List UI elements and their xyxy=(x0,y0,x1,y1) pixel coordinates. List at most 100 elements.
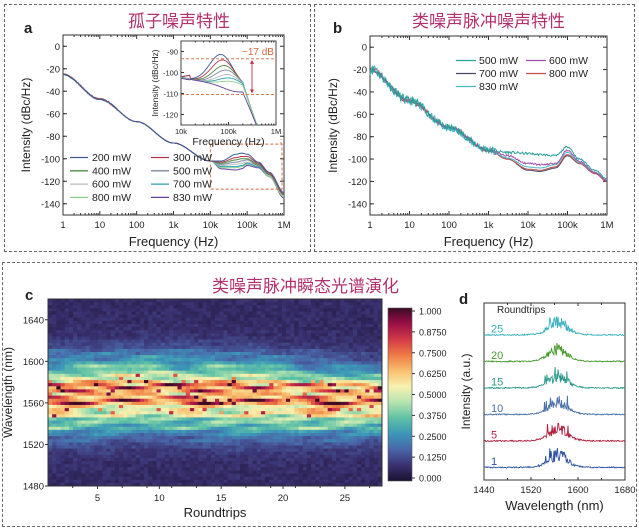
heatmap-cell xyxy=(135,367,141,372)
heatmap-cell xyxy=(356,305,362,309)
heatmap-cell xyxy=(373,339,379,344)
heatmap-cell xyxy=(356,386,362,390)
inset-y-tick-label: -120 xyxy=(163,111,178,120)
heatmap-cell xyxy=(344,308,350,312)
heatmap-cell xyxy=(352,423,358,428)
heatmap-cell xyxy=(352,426,358,431)
heatmap-cell xyxy=(144,320,149,325)
heatmap-cell xyxy=(240,342,245,347)
heatmap-cell xyxy=(248,370,254,375)
heatmap-cell xyxy=(169,351,174,356)
heatmap-cell xyxy=(290,320,295,325)
heatmap-cell xyxy=(223,454,229,459)
heatmap-cell xyxy=(169,470,174,475)
heatmap-cell xyxy=(348,408,354,412)
heatmap-cell xyxy=(265,327,270,331)
heatmap-cell xyxy=(356,470,362,475)
heatmap-cell xyxy=(210,473,216,478)
heatmap-cell xyxy=(373,376,379,381)
heatmap-cell xyxy=(298,414,304,418)
heatmap-cell xyxy=(244,364,249,369)
heatmap-cell xyxy=(365,336,370,341)
heatmap-cell xyxy=(227,333,233,337)
heatmap-cell xyxy=(373,317,379,322)
heatmap-cell xyxy=(81,392,87,397)
heatmap-cell xyxy=(60,398,66,403)
heatmap-cell xyxy=(123,420,128,425)
heatmap-cell xyxy=(244,445,249,450)
heatmap-cell xyxy=(198,398,203,403)
heatmap-cell xyxy=(210,361,216,365)
heatmap-cell xyxy=(185,376,191,381)
heatmap-cell xyxy=(73,411,78,415)
heatmap-cell xyxy=(323,411,329,415)
heatmap-cell xyxy=(52,464,57,468)
heatmap-cell xyxy=(269,442,274,446)
heatmap-cell xyxy=(106,373,112,378)
heatmap-cell xyxy=(223,333,229,337)
heatmap-cell xyxy=(194,386,199,390)
heatmap-cell xyxy=(68,376,74,381)
heatmap-cell xyxy=(219,445,224,450)
heatmap-cell xyxy=(285,445,291,450)
heatmap-cell xyxy=(210,355,216,359)
heatmap-cell xyxy=(356,439,362,443)
heatmap-cell xyxy=(135,355,141,359)
heatmap-cell xyxy=(169,336,174,341)
heatmap-cell xyxy=(219,429,224,434)
heatmap-cell xyxy=(68,439,74,443)
heatmap-cell xyxy=(311,433,316,437)
heatmap-cell xyxy=(331,330,337,334)
heatmap-cell xyxy=(323,336,329,341)
heatmap-cell xyxy=(256,392,262,397)
heatmap-cell xyxy=(235,389,241,393)
heatmap-cell xyxy=(256,423,262,428)
heatmap-cell xyxy=(177,345,183,350)
heatmap-cell xyxy=(327,389,333,393)
heatmap-cell xyxy=(164,433,170,437)
heatmap-cell xyxy=(311,383,316,387)
heatmap-cell xyxy=(206,408,212,412)
heatmap-cell xyxy=(131,398,137,403)
heatmap-cell xyxy=(352,461,358,465)
heatmap-cell xyxy=(189,408,195,412)
heatmap-cell xyxy=(215,351,220,356)
heatmap-cell xyxy=(252,367,258,372)
heatmap-cell xyxy=(231,308,237,312)
heatmap-cell xyxy=(56,364,62,369)
heatmap-cell xyxy=(315,345,320,350)
heatmap-cell xyxy=(139,429,145,434)
heatmap-cell xyxy=(169,464,174,468)
heatmap-cell xyxy=(52,339,57,344)
heatmap-cell xyxy=(306,423,312,428)
heatmap-cell xyxy=(311,454,316,459)
heatmap-cell xyxy=(319,373,325,378)
heatmap-cell xyxy=(206,327,212,331)
heatmap-cell xyxy=(260,358,266,362)
heatmap-cell xyxy=(77,351,82,356)
heatmap-cell xyxy=(123,461,128,465)
heatmap-cell xyxy=(64,327,70,331)
heatmap-cell xyxy=(144,429,149,434)
heatmap-cell xyxy=(164,439,170,443)
heatmap-cell xyxy=(177,330,183,334)
heatmap-cell xyxy=(156,448,162,453)
heatmap-cell xyxy=(315,401,320,406)
heatmap-cell xyxy=(331,404,337,409)
heatmap-cell xyxy=(256,436,262,440)
heatmap-cell xyxy=(206,442,212,446)
heatmap-cell xyxy=(169,457,174,462)
heatmap-cell xyxy=(64,383,70,387)
heatmap-cell xyxy=(198,439,203,443)
heatmap-cell xyxy=(156,305,162,309)
heatmap-cell xyxy=(194,383,199,387)
heatmap-cell xyxy=(210,339,216,344)
heatmap-cell xyxy=(160,383,166,387)
heatmap-cell xyxy=(319,436,325,440)
heatmap-cell xyxy=(131,367,137,372)
heatmap-cell xyxy=(306,299,312,303)
heatmap-cell xyxy=(98,376,103,381)
heatmap-cell xyxy=(223,436,229,440)
heatmap-cell xyxy=(85,355,91,359)
heatmap-cell xyxy=(185,451,191,456)
